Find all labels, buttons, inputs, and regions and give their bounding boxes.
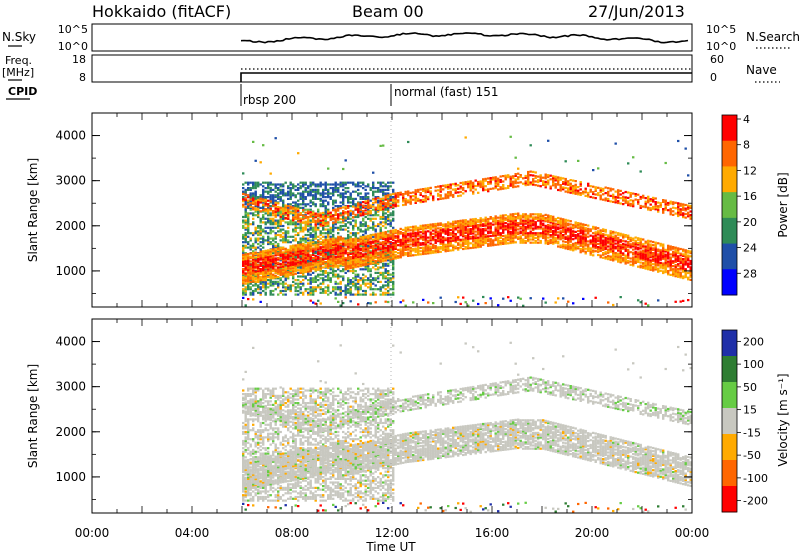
x-tick-label: 20:00 (575, 526, 610, 540)
radar-summary-plot: Hokkaido (fitACF) Beam 00 27/Jun/2013 N.… (0, 0, 800, 554)
power-y-axis-title: Slant Range [km] (26, 158, 40, 262)
power-colorbar-title: Power [dB] (776, 172, 790, 237)
colorbar-segment (722, 460, 737, 487)
colorbar-tick-label: 8 (743, 139, 750, 152)
colorbar-tick-label: 200 (743, 335, 764, 348)
power-y-tick-label: 4000 (55, 129, 86, 143)
x-tick-label: 16:00 (475, 526, 510, 540)
station-title: Hokkaido (fitACF) (92, 2, 231, 21)
colorbar-tick-label: -50 (743, 449, 761, 462)
freq-right-tick-top: 60 (710, 53, 724, 66)
x-tick-label: 00:00 (675, 526, 710, 540)
freq-left-tick-bottom: 8 (79, 71, 86, 84)
power-colorbar: 4 8 12 16 20 24 28 Power [dB] (722, 113, 790, 296)
cpid-row: CPID rbsp 200 normal (fast) 151 (6, 84, 498, 107)
colorbar-tick-label: 28 (743, 267, 757, 280)
frequency-trace (241, 73, 692, 82)
power-y-tick-label: 3000 (55, 174, 86, 188)
colorbar-tick-label: 12 (743, 164, 757, 177)
colorbar-tick-label: -15 (743, 426, 761, 439)
freq-left-tick-top: 18 (72, 53, 86, 66)
power-y-tick-label: 2000 (55, 219, 86, 233)
colorbar-segment (722, 244, 737, 270)
velocity-y-tick-label: 1000 (55, 470, 86, 484)
colorbar-segment (722, 166, 737, 192)
colorbar-segment (722, 141, 737, 167)
colorbar-segment (722, 269, 737, 295)
cpid-mode-normal: normal (fast) 151 (394, 85, 498, 99)
noise-left-tick-bottom: 10^0 (58, 40, 88, 53)
freq-left-label-2: [MHz] (2, 66, 34, 79)
colorbar-tick-label: -200 (743, 495, 768, 508)
colorbar-segment (722, 382, 737, 409)
noise-left-tick-top: 10^5 (58, 23, 88, 36)
colorbar-segment (722, 115, 737, 141)
power-y-tick-label: 1000 (55, 264, 86, 278)
colorbar-tick-label: 50 (743, 381, 757, 394)
x-tick-label: 08:00 (275, 526, 310, 540)
time-x-axis: 00:00 04:00 08:00 12:00 16:00 20:00 00:00 (75, 526, 710, 540)
freq-right-tick-bottom: 0 (710, 71, 717, 84)
colorbar-tick-label: 4 (743, 113, 750, 126)
colorbar-segment (722, 434, 737, 461)
time-axis-title: Time UT (365, 540, 416, 554)
colorbar-tick-label: 20 (743, 216, 757, 229)
colorbar-segment (722, 218, 737, 244)
velocity-y-tick-label: 2000 (55, 425, 86, 439)
noise-right-label: N.Search (746, 30, 800, 44)
colorbar-tick-label: -100 (743, 472, 768, 485)
colorbar-segment (722, 330, 737, 357)
velocity-y-tick-label: 3000 (55, 380, 86, 394)
power-panel: 1000 2000 3000 4000 Slant Range [km] (26, 113, 692, 307)
noise-sky-trace (241, 33, 688, 43)
colorbar-tick-label: 100 (743, 358, 764, 371)
colorbar-segment (722, 408, 737, 435)
colorbar-tick-label: 16 (743, 190, 757, 203)
velocity-panel: 1000 2000 3000 4000 00:00 04:00 08:00 12:00 16:… (26, 319, 709, 554)
colorbar-segment (722, 486, 737, 513)
cpid-mode-rbsp: rbsp 200 (243, 93, 296, 107)
colorbar-segment (722, 192, 737, 218)
colorbar-tick-label: 24 (743, 242, 757, 255)
date-title: 27/Jun/2013 (588, 2, 685, 21)
noise-left-label: N.Sky (2, 30, 36, 44)
velocity-y-axis-title: Slant Range [km] (26, 364, 40, 468)
velocity-colorbar: 200 100 50 15 -15 -50 -100 -200 Velocity [m s⁻¹… (722, 330, 790, 513)
cpid-label: CPID (8, 85, 37, 98)
noise-panel: N.Sky 10^5 10^0 10^5 10^0 N.Search (2, 23, 800, 53)
x-tick-label: 00:00 (75, 526, 110, 540)
noise-right-tick-bottom: 10^0 (706, 40, 736, 53)
x-tick-label: 04:00 (175, 526, 210, 540)
x-tick-label: 12:00 (375, 526, 410, 540)
colorbar-segment (722, 356, 737, 383)
nave-label: Nave (746, 63, 777, 77)
velocity-y-tick-label: 4000 (55, 335, 86, 349)
beam-title: Beam 00 (352, 2, 424, 21)
noise-right-tick-top: 10^5 (706, 23, 736, 36)
colorbar-tick-label: 15 (743, 404, 757, 417)
velocity-colorbar-title: Velocity [m s⁻¹] (776, 373, 790, 466)
frequency-panel: Freq. [MHz] 18 8 60 0 Nave (2, 53, 780, 84)
